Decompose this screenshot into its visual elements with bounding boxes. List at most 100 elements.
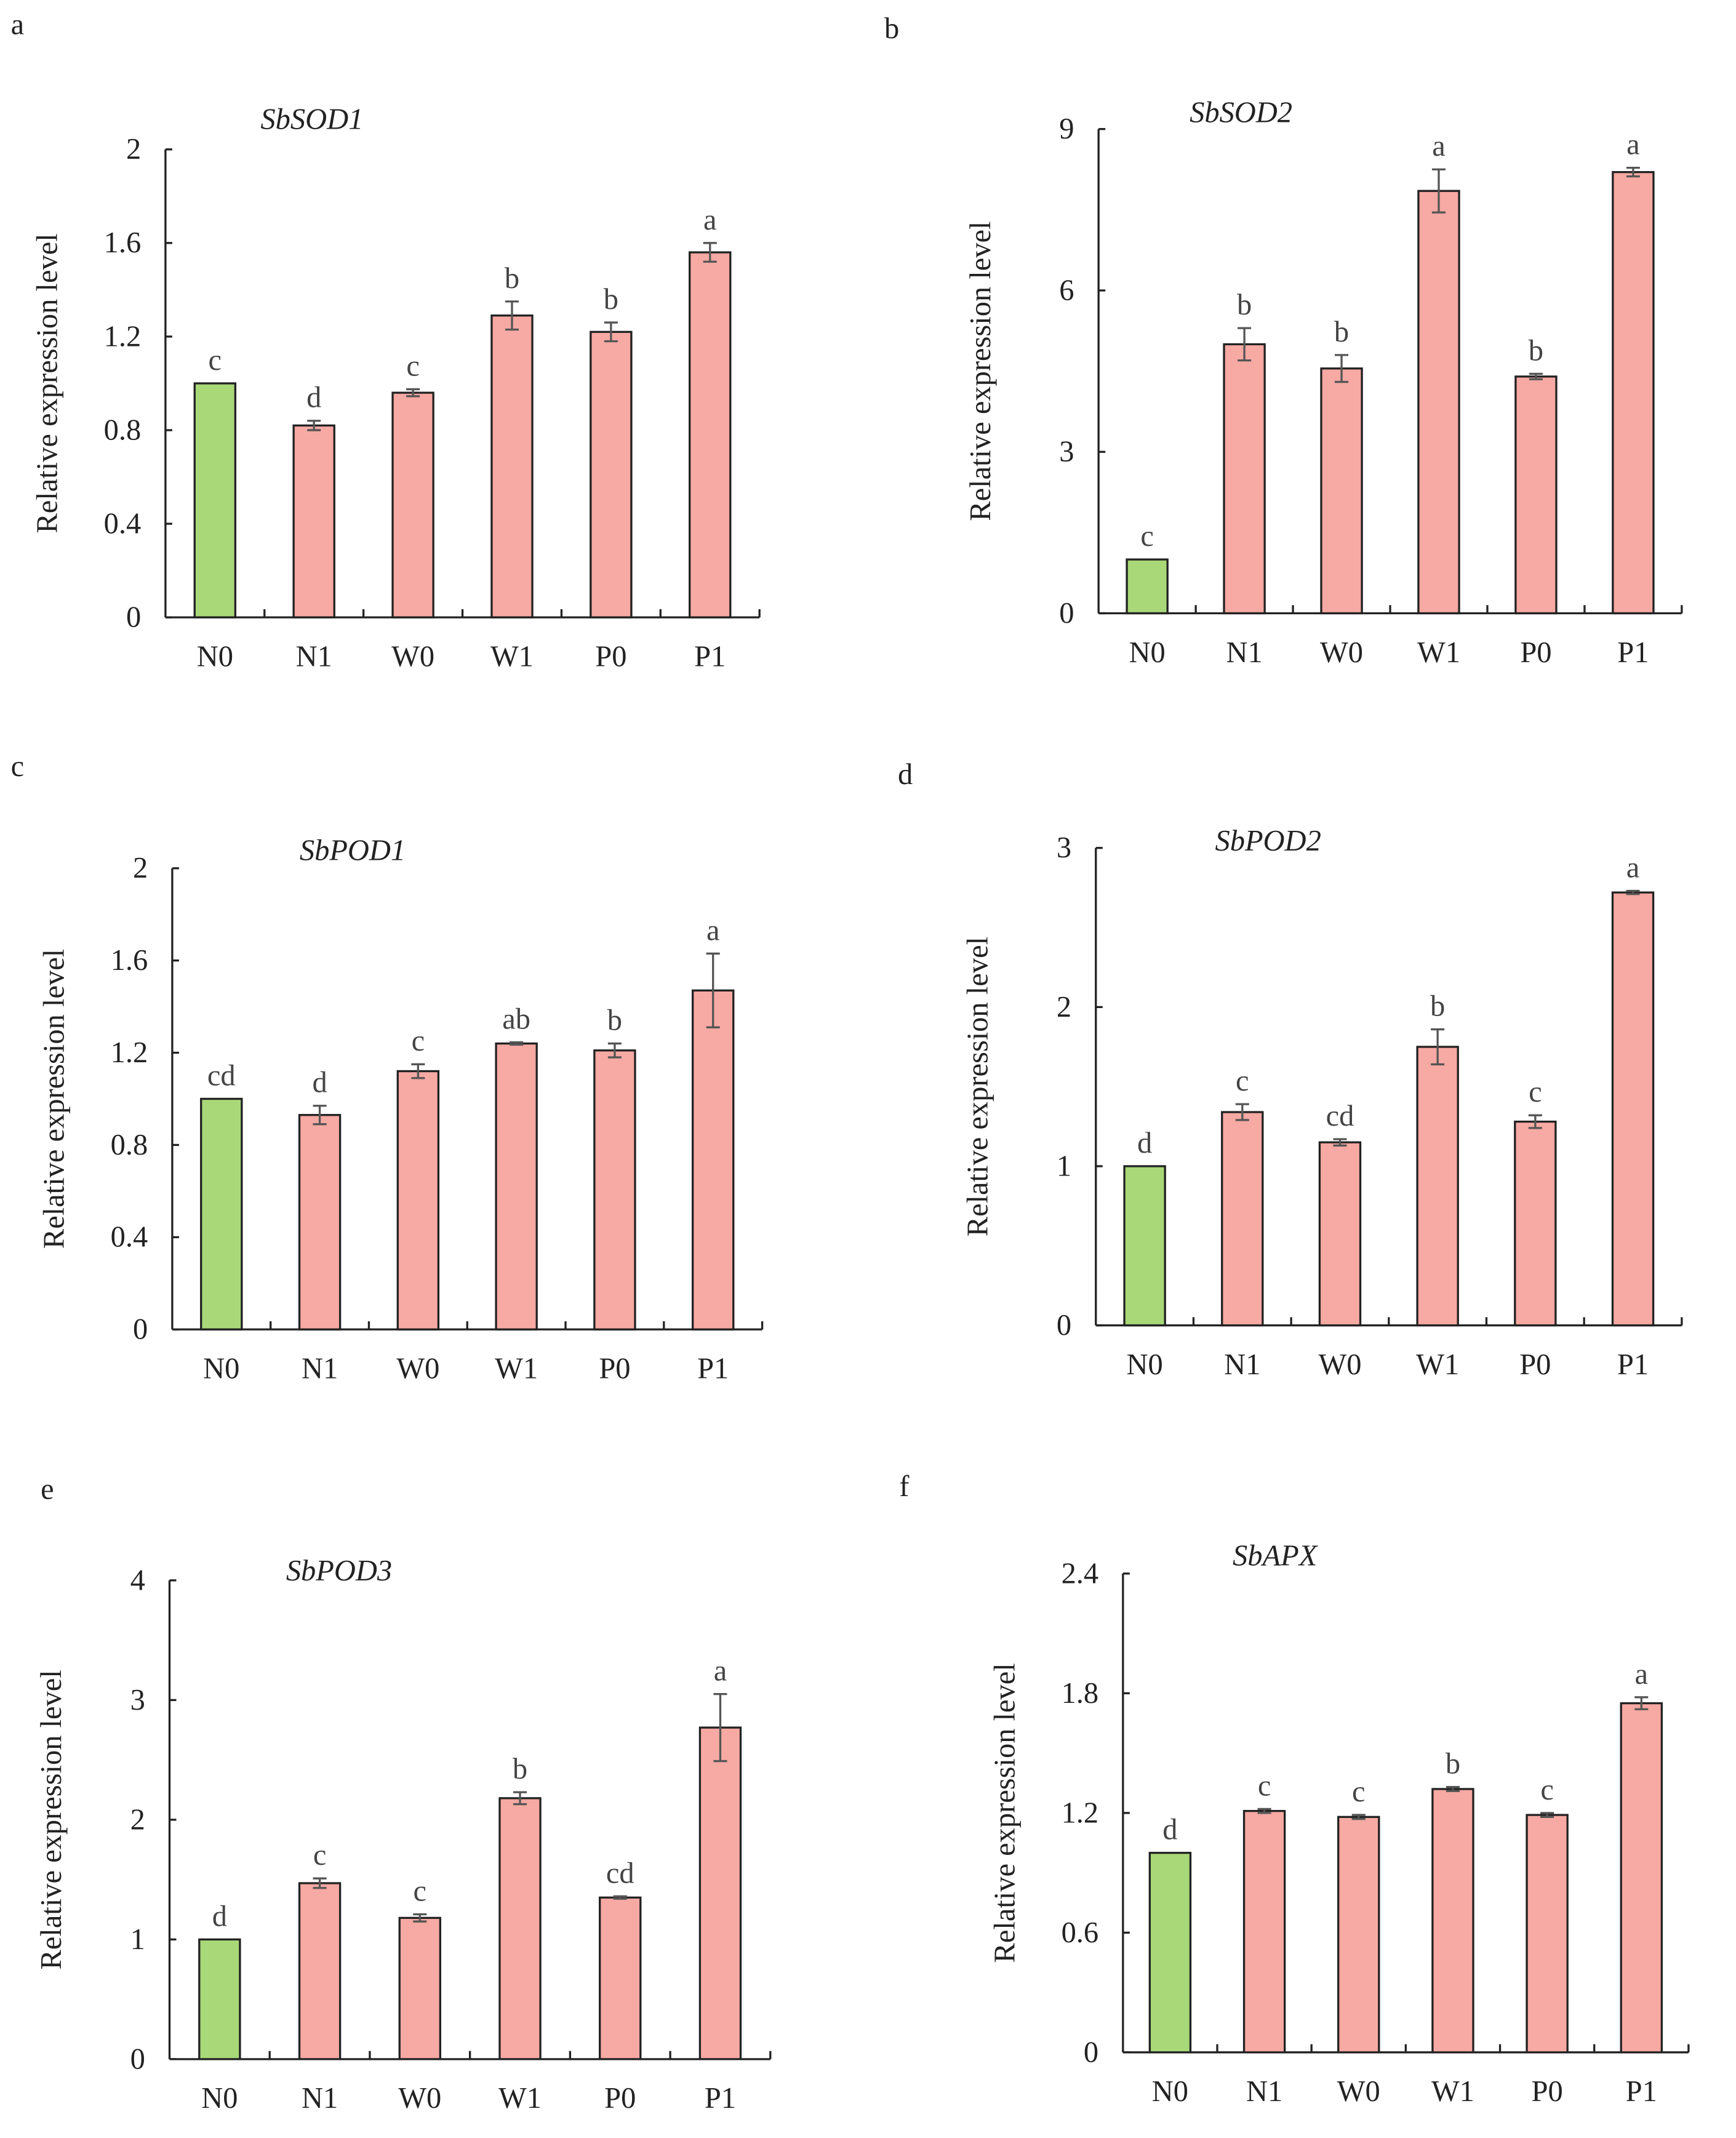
bar-W0 xyxy=(391,391,434,619)
significance-letter: c xyxy=(1140,520,1154,553)
significance-letter: c xyxy=(1352,1776,1366,1808)
bar-N1 xyxy=(1223,343,1266,615)
y-tick-label: 1 xyxy=(1057,1150,1071,1182)
y-tick-label: 9 xyxy=(1059,113,1074,145)
y-tick-label: 1 xyxy=(130,1923,145,1956)
chart-title: SbPOD1 xyxy=(300,835,406,867)
bar-P1 xyxy=(698,1726,742,2060)
significance-letter: d xyxy=(306,382,321,414)
bar-N0 xyxy=(1126,558,1169,615)
x-tick-label: N0 xyxy=(203,1352,239,1385)
x-tick-label: N1 xyxy=(296,640,332,673)
significance-letter: b xyxy=(1446,1748,1460,1780)
panel-c: c SbPOD1 Relative expression level 0 0.4 0.8 1… xyxy=(11,750,764,1385)
x-tick-label: P1 xyxy=(694,640,726,673)
y-tick-label: 1.2 xyxy=(1062,1796,1099,1829)
significance-letter: b xyxy=(607,1004,622,1037)
bar-P0 xyxy=(1526,1814,1569,2054)
panel-label: f xyxy=(899,1470,910,1503)
bar-N1 xyxy=(292,424,335,619)
x-tick-label: P1 xyxy=(705,2082,736,2115)
bar-P0 xyxy=(1514,375,1558,615)
y-tick-label: 0 xyxy=(1059,597,1074,630)
y-axis-label: Relative expression level xyxy=(31,233,64,533)
bar-P0 xyxy=(590,330,633,619)
y-tick-label: 0.8 xyxy=(111,1129,148,1161)
panel-label: e xyxy=(41,1473,54,1506)
y-tick-label: 0 xyxy=(133,1313,148,1346)
y-tick-label: 2 xyxy=(130,1803,145,1836)
x-tick-label: W1 xyxy=(498,2082,542,2115)
x-tick-label: N1 xyxy=(1224,1348,1260,1381)
x-tick-label: W0 xyxy=(1320,636,1363,669)
bar-W1 xyxy=(1416,1046,1459,1327)
chart-title: SbPOD2 xyxy=(1215,825,1321,857)
chart-title: SbAPX xyxy=(1233,1540,1319,1572)
significance-letter: a xyxy=(1626,852,1640,884)
y-axis-label: Relative expression level xyxy=(961,937,994,1236)
x-tick-label: P1 xyxy=(697,1352,729,1385)
y-tick-label: 0 xyxy=(130,2043,145,2075)
x-tick-label: P1 xyxy=(1617,636,1649,669)
significance-letter: c xyxy=(1540,1774,1554,1806)
y-tick-label: 0 xyxy=(126,601,141,634)
bar-N0 xyxy=(198,1938,241,2060)
bar-N1 xyxy=(298,1882,342,2060)
bar-W1 xyxy=(1431,1788,1474,2054)
x-tick-label: N0 xyxy=(201,2082,238,2115)
significance-letter: c xyxy=(406,350,420,382)
y-axis-label: Relative expression level xyxy=(989,1663,1022,1963)
x-tick-label: N1 xyxy=(1226,636,1262,669)
significance-letter: a xyxy=(1626,129,1640,161)
x-tick-label: P0 xyxy=(1520,636,1551,669)
significance-letter: c xyxy=(1529,1076,1542,1108)
x-tick-label: N0 xyxy=(1129,636,1166,669)
bar-P1 xyxy=(689,251,732,619)
significance-letter: d xyxy=(312,1067,327,1099)
y-tick-label: 1.2 xyxy=(111,1036,148,1069)
panel-label: c xyxy=(11,750,25,783)
x-tick-label: W1 xyxy=(1417,636,1460,669)
bar-W1 xyxy=(498,1797,542,2060)
y-tick-label: 0 xyxy=(1057,1309,1071,1342)
y-tick-label: 3 xyxy=(130,1684,145,1716)
significance-letter: b xyxy=(1334,316,1349,348)
y-tick-label: 0.6 xyxy=(1062,1916,1099,1949)
x-tick-label: W1 xyxy=(490,640,534,673)
y-tick-label: 1.6 xyxy=(104,226,142,259)
bar-W0 xyxy=(1337,1816,1380,2054)
x-tick-label: W0 xyxy=(1318,1348,1361,1381)
y-tick-label: 1.8 xyxy=(1062,1677,1099,1710)
chart-title: SbSOD2 xyxy=(1190,97,1292,129)
y-tick-label: 6 xyxy=(1059,274,1074,306)
x-tick-label: W0 xyxy=(1337,2075,1380,2108)
y-tick-label: 2 xyxy=(1057,991,1071,1023)
y-tick-label: 0.8 xyxy=(104,414,142,446)
significance-letter: ab xyxy=(502,1003,530,1036)
y-tick-label: 2 xyxy=(126,133,141,166)
chart-title: SbPOD3 xyxy=(286,1555,392,1587)
bar-P0 xyxy=(599,1896,642,2060)
panel-f: f SbAPX Relative expression level 0 0.6 1.2 1.… xyxy=(899,1470,1690,2108)
panel-label: b xyxy=(884,12,899,45)
y-tick-label: 2 xyxy=(133,852,148,884)
x-tick-label: W1 xyxy=(1416,1348,1459,1381)
y-axis-label: Relative expression level xyxy=(38,949,71,1249)
significance-letter: c xyxy=(1258,1769,1271,1802)
panel-label: d xyxy=(898,758,913,791)
x-tick-label: N1 xyxy=(302,1352,338,1385)
x-tick-label: W1 xyxy=(495,1352,538,1385)
bar-N1 xyxy=(1221,1111,1264,1327)
y-axis-label: Relative expression level xyxy=(964,221,997,521)
x-tick-label: P0 xyxy=(604,2082,636,2115)
significance-letter: a xyxy=(1635,1658,1649,1691)
panel-d: d SbPOD2 Relative expression level 0 1 2 3 d N0 c… xyxy=(898,758,1683,1381)
panel-label: a xyxy=(11,8,25,41)
significance-letter: d xyxy=(212,1900,227,1932)
significance-letter: a xyxy=(1432,130,1446,162)
significance-letter: c xyxy=(313,1839,327,1872)
y-tick-label: 3 xyxy=(1057,831,1071,864)
bar-N0 xyxy=(1123,1165,1166,1327)
bar-P1 xyxy=(1620,1702,1663,2054)
